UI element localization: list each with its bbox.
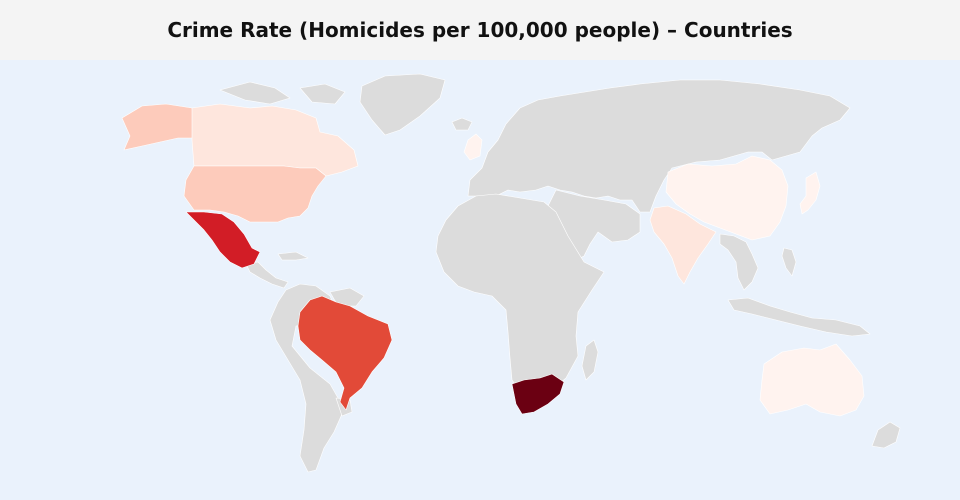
country-australia[interactable] xyxy=(759,343,865,417)
region-africa[interactable] xyxy=(435,193,605,399)
region-arctic-islands-east[interactable] xyxy=(299,83,346,105)
country-greenland[interactable] xyxy=(359,73,446,136)
country-philippines[interactable] xyxy=(781,247,797,277)
country-madagascar[interactable] xyxy=(581,339,599,381)
region-central-america[interactable] xyxy=(245,261,289,289)
country-japan[interactable] xyxy=(799,171,821,215)
country-mexico[interactable] xyxy=(185,211,261,269)
region-caribbean[interactable] xyxy=(277,251,309,261)
country-south-africa[interactable] xyxy=(511,373,565,415)
country-new-zealand[interactable] xyxy=(871,421,901,449)
country-india[interactable] xyxy=(649,205,717,285)
region-indonesia[interactable] xyxy=(727,297,871,337)
country-united-states[interactable] xyxy=(183,165,327,223)
country-iceland[interactable] xyxy=(451,117,473,131)
country-brazil[interactable] xyxy=(297,295,393,411)
region-eurasia[interactable] xyxy=(467,79,851,213)
country-alaska[interactable] xyxy=(121,103,197,151)
world-map-svg xyxy=(0,60,960,500)
title-bar: Crime Rate (Homicides per 100,000 people… xyxy=(0,0,960,60)
region-southeast-asia[interactable] xyxy=(719,233,759,291)
map-title: Crime Rate (Homicides per 100,000 people… xyxy=(167,18,793,42)
country-china[interactable] xyxy=(665,155,789,241)
country-united-kingdom[interactable] xyxy=(463,133,483,161)
world-map xyxy=(0,60,960,500)
region-arctic-islands[interactable] xyxy=(219,81,291,105)
